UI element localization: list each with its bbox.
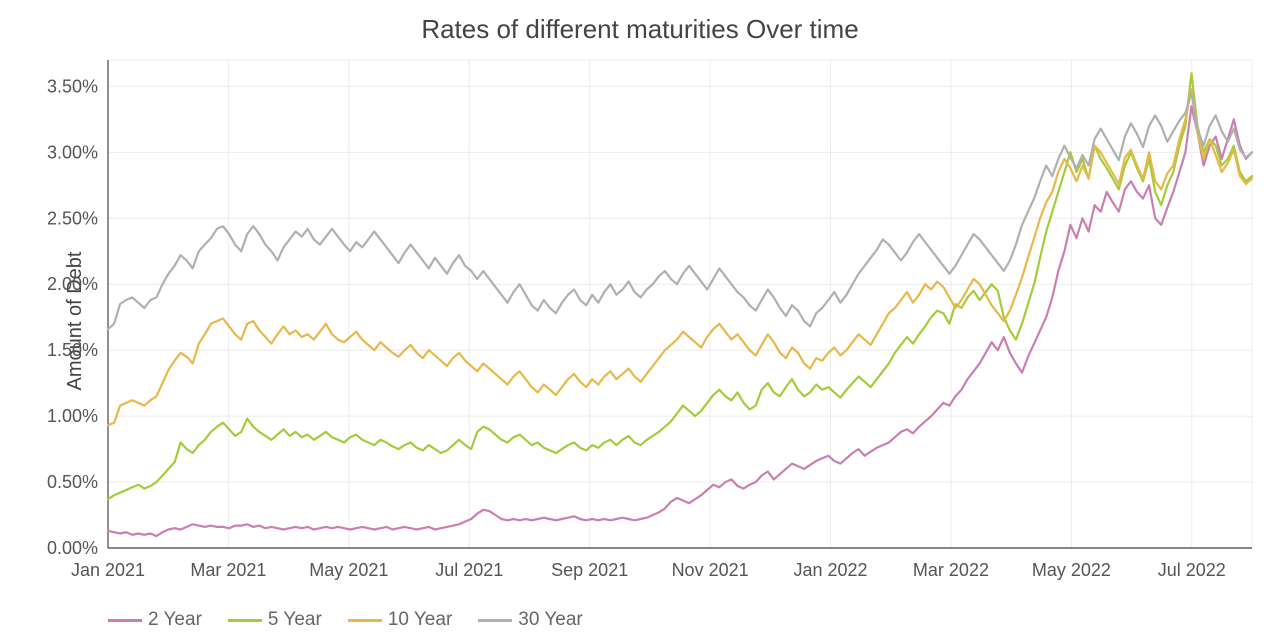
legend-label: 10 Year bbox=[388, 609, 452, 631]
legend-item: 30 Year bbox=[478, 609, 582, 631]
x-tick-label: Mar 2022 bbox=[913, 560, 989, 580]
y-tick-label: 0.00% bbox=[47, 538, 98, 558]
x-tick-label: Sep 2021 bbox=[551, 560, 628, 580]
legend-item: 2 Year bbox=[108, 609, 202, 631]
legend-label: 30 Year bbox=[518, 609, 582, 631]
legend-swatch bbox=[228, 619, 262, 622]
legend-item: 5 Year bbox=[228, 609, 322, 631]
legend-label: 5 Year bbox=[268, 609, 322, 631]
x-tick-label: Jan 2021 bbox=[71, 560, 145, 580]
y-tick-label: 1.50% bbox=[47, 340, 98, 360]
x-tick-label: Nov 2021 bbox=[672, 560, 749, 580]
y-tick-label: 2.50% bbox=[47, 208, 98, 228]
y-tick-label: 2.00% bbox=[47, 274, 98, 294]
y-tick-label: 1.00% bbox=[47, 406, 98, 426]
y-tick-label: 3.00% bbox=[47, 142, 98, 162]
x-tick-label: Jul 2021 bbox=[435, 560, 503, 580]
x-tick-label: Jan 2022 bbox=[793, 560, 867, 580]
legend-swatch bbox=[348, 619, 382, 622]
legend-item: 10 Year bbox=[348, 609, 452, 631]
chart-plot: 0.00% 0.50% 1.00% 1.50% 2.00% 2.50% 3.00% 3.50%… bbox=[0, 0, 1280, 641]
x-tick-label: May 2022 bbox=[1032, 560, 1111, 580]
y-tick-label: 0.50% bbox=[47, 472, 98, 492]
legend: 2 Year 5 Year 10 Year 30 Year bbox=[108, 609, 583, 631]
x-tick-label: Jul 2022 bbox=[1158, 560, 1226, 580]
legend-label: 2 Year bbox=[148, 609, 202, 631]
legend-swatch bbox=[108, 619, 142, 622]
y-tick-label: 3.50% bbox=[47, 76, 98, 96]
chart-container: Rates of different maturities Over time … bbox=[0, 0, 1280, 641]
x-tick-label: May 2021 bbox=[309, 560, 388, 580]
x-tick-label: Mar 2021 bbox=[190, 560, 266, 580]
legend-swatch bbox=[478, 619, 512, 622]
